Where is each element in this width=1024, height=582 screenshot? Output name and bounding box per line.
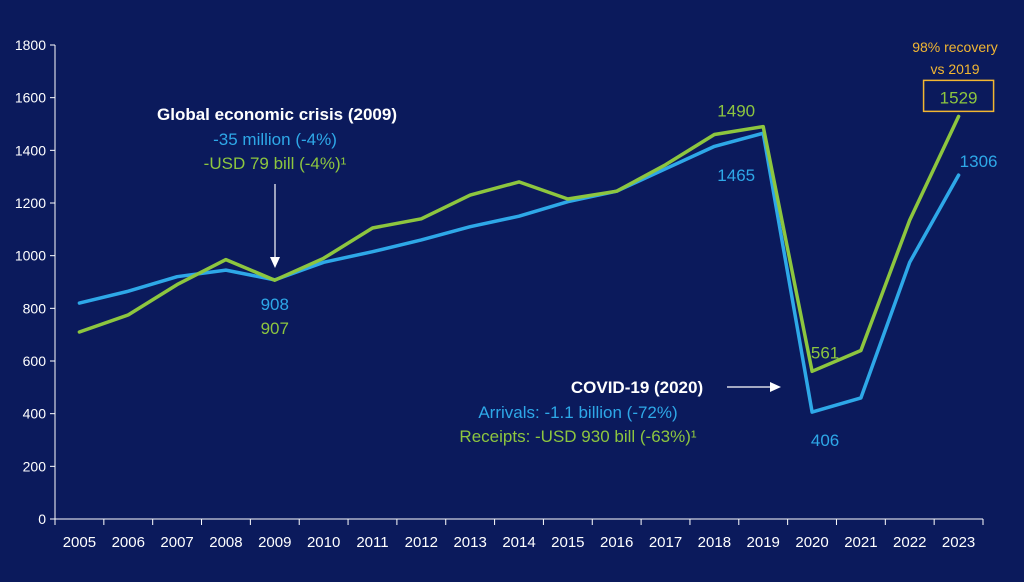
y-tick-label: 200 [23, 458, 47, 474]
x-tick-label: 2014 [502, 534, 535, 551]
x-tick-label: 2012 [405, 534, 438, 551]
data-label-box-receipts-2023 [922, 79, 995, 113]
crisis-arrivals-text: -35 million (-4%) [213, 130, 337, 149]
y-tick-label: 0 [38, 511, 46, 527]
x-tick-label: 2023 [942, 534, 975, 551]
covid-arrivals-text: Arrivals: -1.1 billion (-72%) [478, 403, 677, 422]
x-tick-label: 2007 [160, 534, 193, 551]
recovery-line-1: 98% recovery [912, 39, 998, 55]
data-label-arrivals-2020: 406 [811, 431, 839, 450]
crisis-receipts-text: -USD 79 bill (-4%)¹ [204, 154, 347, 173]
data-label-arrivals-2023: 1306 [960, 152, 998, 171]
series-layer [77, 114, 961, 414]
data-labels: 908 907 1465 1490 561 406 1306 1529 [261, 79, 998, 450]
y-tick-label: 1000 [15, 248, 46, 264]
x-tick-label: 2019 [747, 534, 780, 551]
x-tick-label: 2006 [112, 534, 145, 551]
x-tick-label: 2008 [209, 534, 242, 551]
y-tick-label: 1200 [15, 195, 46, 211]
x-tick-label: 2015 [551, 534, 584, 551]
data-label-arrivals-2009: 908 [261, 295, 289, 314]
x-tick-label: 2009 [258, 534, 291, 551]
x-tick-label: 2013 [453, 534, 486, 551]
x-tick-label: 2016 [600, 534, 633, 551]
x-tick-label: 2022 [893, 534, 926, 551]
y-tick-label: 1600 [15, 90, 46, 106]
data-label-arrivals-2019: 1465 [717, 166, 755, 185]
y-tick-label: 1400 [15, 142, 46, 158]
x-tick-label: 2021 [844, 534, 877, 551]
crisis-title: Global economic crisis (2009) [157, 105, 397, 124]
y-tick-label: 800 [23, 300, 47, 316]
covid-arrow-head [770, 382, 781, 392]
x-tick-label: 2011 [356, 534, 388, 551]
data-label-receipts-2009: 907 [261, 319, 289, 338]
covid-receipts-text: Receipts: -USD 930 bill (-63%)¹ [459, 427, 696, 446]
x-tick-label: 2020 [795, 534, 828, 551]
crisis-arrow-head [270, 257, 280, 268]
data-label-receipts-2023: 1529 [940, 88, 978, 107]
x-tick-label: 2018 [698, 534, 731, 551]
series-line-receipts [77, 114, 961, 374]
annotation-crisis-2009: Global economic crisis (2009) -35 millio… [157, 105, 397, 268]
data-label-receipts-2020: 561 [811, 343, 839, 362]
x-tick-label: 2017 [649, 534, 682, 551]
annotation-recovery: 98% recovery vs 2019 [912, 39, 998, 77]
annotation-covid-2020: COVID-19 (2020) Arrivals: -1.1 billion (… [459, 378, 781, 446]
y-tick-label: 400 [23, 406, 47, 422]
series-line-arrivals [77, 131, 961, 414]
data-label-receipts-2019: 1490 [717, 102, 755, 121]
y-tick-label: 600 [23, 353, 47, 369]
axes: 0 200 400 600 800 1000 1200 1400 1600 1800 2005 200… [15, 37, 984, 551]
recovery-line-2: vs 2019 [930, 61, 979, 77]
covid-title: COVID-19 (2020) [571, 378, 703, 397]
y-tick-label: 1800 [15, 37, 46, 53]
x-tick-label: 2010 [307, 534, 340, 551]
x-tick-label: 2005 [63, 534, 96, 551]
